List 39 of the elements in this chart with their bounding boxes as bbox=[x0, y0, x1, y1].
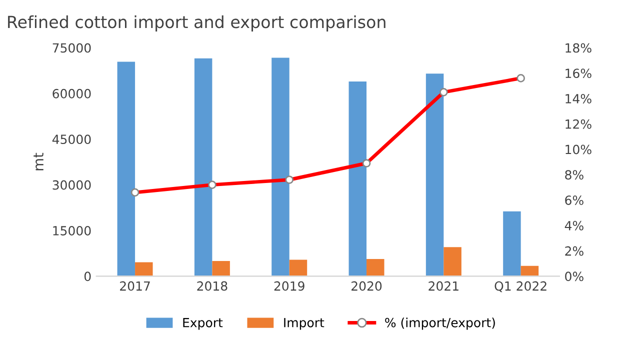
bar bbox=[194, 58, 212, 276]
bar bbox=[348, 82, 367, 276]
legend-label: Import bbox=[284, 318, 324, 330]
legend-label: % (import/export) bbox=[385, 318, 495, 330]
bar bbox=[135, 262, 153, 276]
y-tick-label: 45000 bbox=[52, 134, 91, 144]
legend-label: Export bbox=[183, 318, 223, 330]
x-tick-label: 2019 bbox=[274, 281, 304, 291]
y2-tick-label: 12% bbox=[566, 119, 592, 129]
y2-tick-label: 4% bbox=[564, 220, 584, 230]
y-tick-label: 60000 bbox=[52, 88, 91, 98]
chart-title: Refined cotton import and export comparison bbox=[8, 15, 386, 32]
y2-tick-label: 18% bbox=[566, 43, 592, 53]
x-tick-label: 2018 bbox=[197, 281, 228, 291]
y-tick-label: 0 bbox=[84, 272, 91, 282]
bar bbox=[444, 247, 462, 276]
x-tick-label: 2020 bbox=[352, 281, 382, 291]
y2-tick-label: 2% bbox=[565, 246, 584, 256]
y2-tick-label: 8% bbox=[565, 170, 584, 180]
bar bbox=[272, 58, 290, 276]
y2-tick-label: 10% bbox=[566, 144, 592, 154]
bar bbox=[289, 260, 308, 276]
y2-tick-label: 6% bbox=[565, 196, 584, 205]
bar bbox=[426, 74, 444, 276]
bar bbox=[366, 259, 384, 276]
bar bbox=[520, 266, 539, 276]
bar bbox=[212, 260, 230, 276]
y-tick-label: 30000 bbox=[52, 180, 91, 190]
x-tick-label: 2021 bbox=[428, 281, 458, 291]
y2-tick-label: 16% bbox=[566, 68, 592, 78]
y-tick-label: 15000 bbox=[53, 226, 91, 236]
y2-tick-label: 0% bbox=[565, 272, 584, 282]
y-tick-label: 75000 bbox=[52, 43, 91, 53]
bar bbox=[503, 211, 521, 276]
x-tick-label: 2017 bbox=[120, 281, 150, 291]
y-axis-title: mt bbox=[34, 152, 44, 170]
y2-tick-label: 14% bbox=[566, 94, 592, 104]
bar bbox=[117, 62, 136, 276]
x-tick-label: Q1 2022 bbox=[494, 281, 546, 292]
